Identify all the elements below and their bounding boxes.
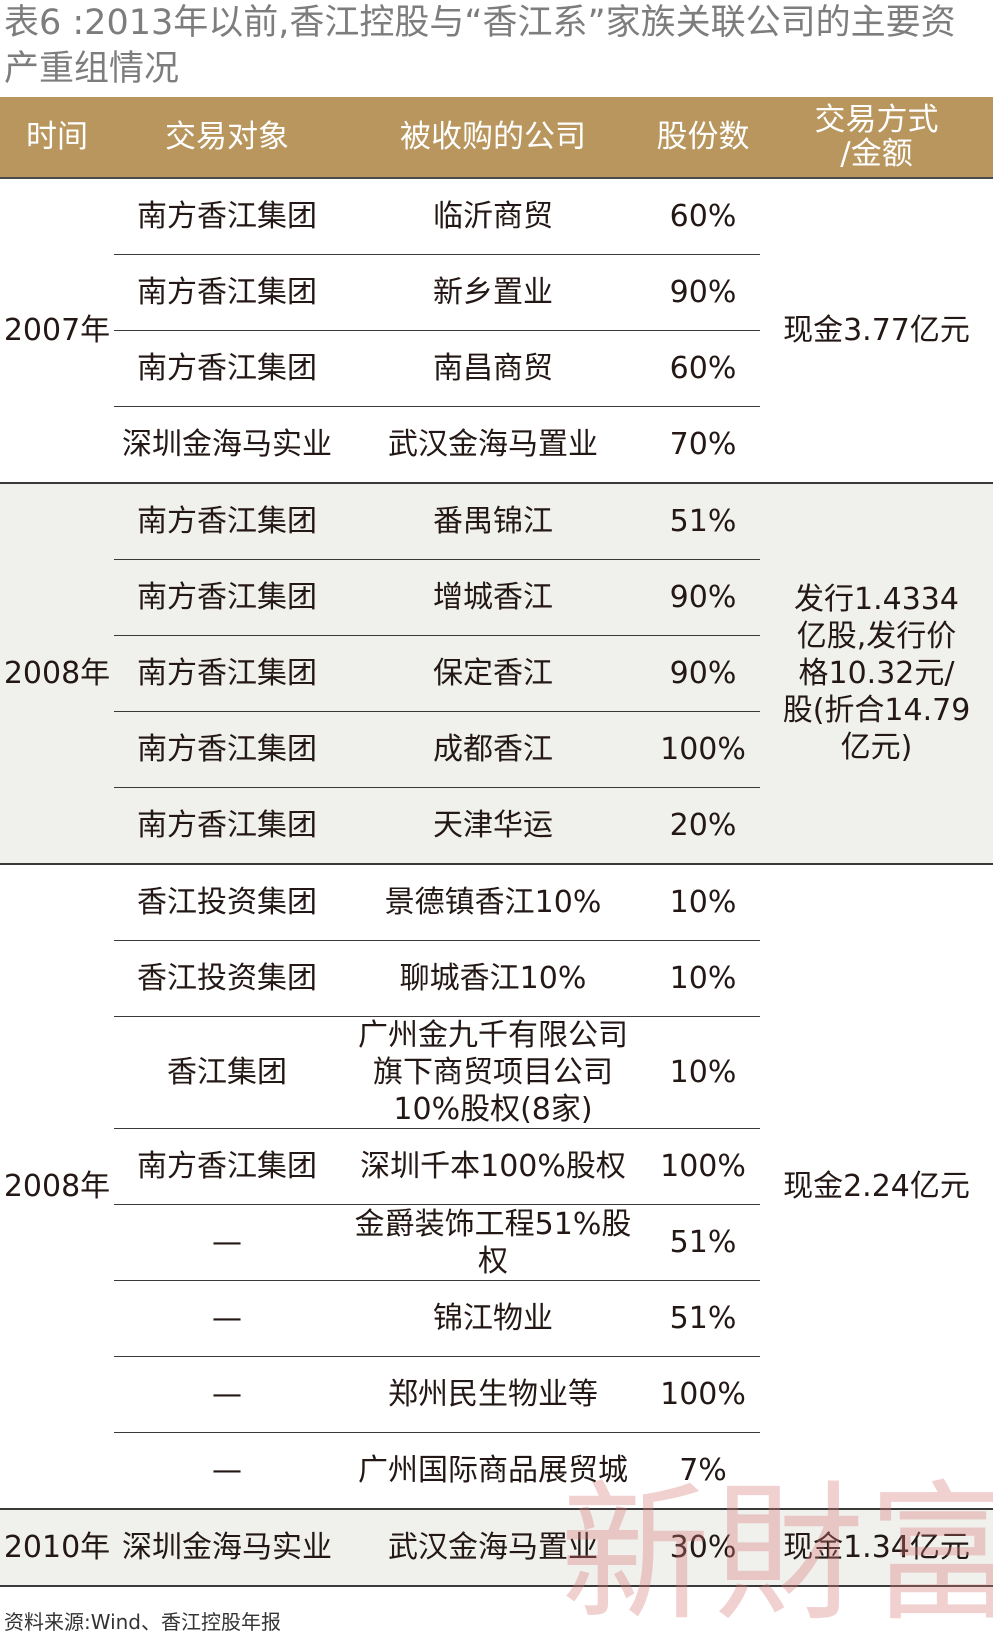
table-row: 南方香江集团 深圳千本100%股权 100%	[0, 1128, 993, 1205]
shares-cell: 10%	[646, 1016, 760, 1129]
acquired-cell: 新乡置业	[340, 254, 646, 331]
table-row: 南方香江集团 新乡置业 90%	[0, 254, 993, 331]
year-cell: 2010年	[0, 1509, 114, 1587]
counterparty-cell: —	[114, 1356, 340, 1433]
counterparty-cell: 南方香江集团	[114, 483, 340, 560]
method-cell: 现金2.24亿元	[760, 864, 993, 1510]
counterparty-cell: 南方香江集团	[114, 787, 340, 865]
source-note: 资料来源:Wind、香江控股年报	[4, 1610, 282, 1634]
table-row: 2010年 深圳金海马实业 武汉金海马置业 30% 现金1.34亿元	[0, 1509, 993, 1587]
header-row: 时间 交易对象 被收购的公司 股份数 交易方式 /金额	[0, 97, 993, 179]
table-title: 表6 :2013年以前,香江控股与“香江系”家族关联公司的主要资产重组情况	[4, 3, 956, 89]
acquired-cell: 成都香江	[340, 711, 646, 788]
shares-cell: 100%	[646, 711, 760, 788]
acquired-cell: 广州国际商品展贸城	[340, 1432, 646, 1510]
shares-cell: 60%	[646, 178, 760, 255]
method-line: 格10.32元/	[798, 656, 955, 691]
shares-cell: 60%	[646, 330, 760, 407]
acquired-line: 广州金九千有限公司	[358, 1018, 628, 1053]
counterparty-cell: 南方香江集团	[114, 1128, 340, 1205]
acquired-cell: 临沂商贸	[340, 178, 646, 255]
table-row: 南方香江集团 天津华运 20%	[0, 787, 993, 865]
table-row: 2008年 南方香江集团 番禺锦江 51% 发行1.4334 亿股,发行价 格1…	[0, 483, 993, 865]
table-row: 深圳金海马实业 武汉金海马置业 70%	[0, 406, 993, 484]
method-cell: 现金3.77亿元	[760, 178, 993, 484]
header-time: 时间	[0, 97, 114, 179]
counterparty-cell: 南方香江集团	[114, 330, 340, 407]
counterparty-cell: 南方香江集团	[114, 254, 340, 331]
header-method: 交易方式 /金额	[760, 97, 993, 179]
shares-cell: 90%	[646, 559, 760, 636]
acquired-cell: 武汉金海马置业	[340, 406, 646, 484]
header-shares: 股份数	[646, 97, 760, 179]
method-line: 股(折合14.79	[782, 693, 971, 728]
shares-cell: 100%	[646, 1128, 760, 1205]
method-cell: 发行1.4334 亿股,发行价 格10.32元/ 股(折合14.79 亿元)	[760, 483, 993, 865]
counterparty-cell: 深圳金海马实业	[114, 1509, 340, 1587]
year-cell: 2008年	[0, 864, 114, 1510]
acquired-cell: 南昌商贸	[340, 330, 646, 407]
counterparty-cell: —	[114, 1280, 340, 1357]
acquired-cell: 番禺锦江	[340, 483, 646, 560]
table-row: 南方香江集团 南昌商贸 60%	[0, 330, 993, 407]
shares-cell: 51%	[646, 1280, 760, 1357]
counterparty-cell: 南方香江集团	[114, 711, 340, 788]
table-row: — 广州国际商品展贸城 7%	[0, 1432, 993, 1510]
table-row: — 锦江物业 51%	[0, 1280, 993, 1357]
shares-cell: 90%	[646, 254, 760, 331]
acquired-cell: 增城香江	[340, 559, 646, 636]
method-line: 亿股,发行价	[796, 619, 957, 654]
acquired-cell: 金爵装饰工程51%股权	[340, 1204, 646, 1281]
shares-cell: 51%	[646, 483, 760, 560]
acquired-line: 旗下商贸项目公司	[373, 1055, 613, 1090]
acquired-cell: 景德镇香江10%	[340, 864, 646, 941]
shares-cell: 51%	[646, 1204, 760, 1281]
method-line: 亿元)	[840, 730, 913, 765]
counterparty-cell: —	[114, 1204, 340, 1281]
table-row: 南方香江集团 保定香江 90%	[0, 635, 993, 712]
table-row: 2007年 南方香江集团 临沂商贸 60% 现金3.77亿元	[0, 178, 993, 484]
header-method-line1: 交易方式	[814, 102, 939, 138]
shares-cell: 90%	[646, 635, 760, 712]
year-cell: 2007年	[0, 178, 114, 484]
counterparty-cell: 南方香江集团	[114, 178, 340, 255]
acquired-cell: 保定香江	[340, 635, 646, 712]
shares-cell: 30%	[646, 1509, 760, 1587]
header-counterparty: 交易对象	[114, 97, 340, 179]
counterparty-cell: 南方香江集团	[114, 635, 340, 712]
table-row: 2008年 香江投资集团 景德镇香江10% 10% 现金2.24亿元	[0, 864, 993, 1510]
header-method-line2: /金额	[840, 136, 913, 172]
acquired-cell: 聊城香江10%	[340, 940, 646, 1017]
acquired-line: 10%股权(8家)	[393, 1092, 593, 1127]
acquired-cell: 深圳千本100%股权	[340, 1128, 646, 1205]
counterparty-cell: —	[114, 1432, 340, 1510]
year-cell: 2008年	[0, 483, 114, 865]
table-row: — 金爵装饰工程51%股权 51%	[0, 1204, 993, 1281]
table-row: 南方香江集团 增城香江 90%	[0, 559, 993, 636]
table-row: 香江投资集团 聊城香江10% 10%	[0, 940, 993, 1017]
restructuring-table: 时间 交易对象 被收购的公司 股份数 交易方式 /金额 2007年 南方香江集团…	[0, 97, 993, 1587]
table-row: 南方香江集团 成都香江 100%	[0, 711, 993, 788]
header-acquired: 被收购的公司	[340, 97, 646, 179]
shares-cell: 70%	[646, 406, 760, 484]
shares-cell: 10%	[646, 864, 760, 941]
acquired-cell: 锦江物业	[340, 1280, 646, 1357]
acquired-cell: 武汉金海马置业	[340, 1509, 646, 1587]
acquired-cell: 天津华运	[340, 787, 646, 865]
counterparty-cell: 深圳金海马实业	[114, 406, 340, 484]
table-row: 香江集团 广州金九千有限公司 旗下商贸项目公司 10%股权(8家) 10%	[0, 1016, 993, 1129]
shares-cell: 20%	[646, 787, 760, 865]
counterparty-cell: 香江投资集团	[114, 864, 340, 941]
shares-cell: 10%	[646, 940, 760, 1017]
table-row: — 郑州民生物业等 100%	[0, 1356, 993, 1433]
counterparty-cell: 香江集团	[114, 1016, 340, 1129]
acquired-cell: 广州金九千有限公司 旗下商贸项目公司 10%股权(8家)	[340, 1016, 646, 1129]
method-line: 发行1.4334	[794, 582, 959, 617]
counterparty-cell: 南方香江集团	[114, 559, 340, 636]
shares-cell: 7%	[646, 1432, 760, 1510]
acquired-cell: 郑州民生物业等	[340, 1356, 646, 1433]
method-cell: 现金1.34亿元	[760, 1509, 993, 1587]
shares-cell: 100%	[646, 1356, 760, 1433]
counterparty-cell: 香江投资集团	[114, 940, 340, 1017]
